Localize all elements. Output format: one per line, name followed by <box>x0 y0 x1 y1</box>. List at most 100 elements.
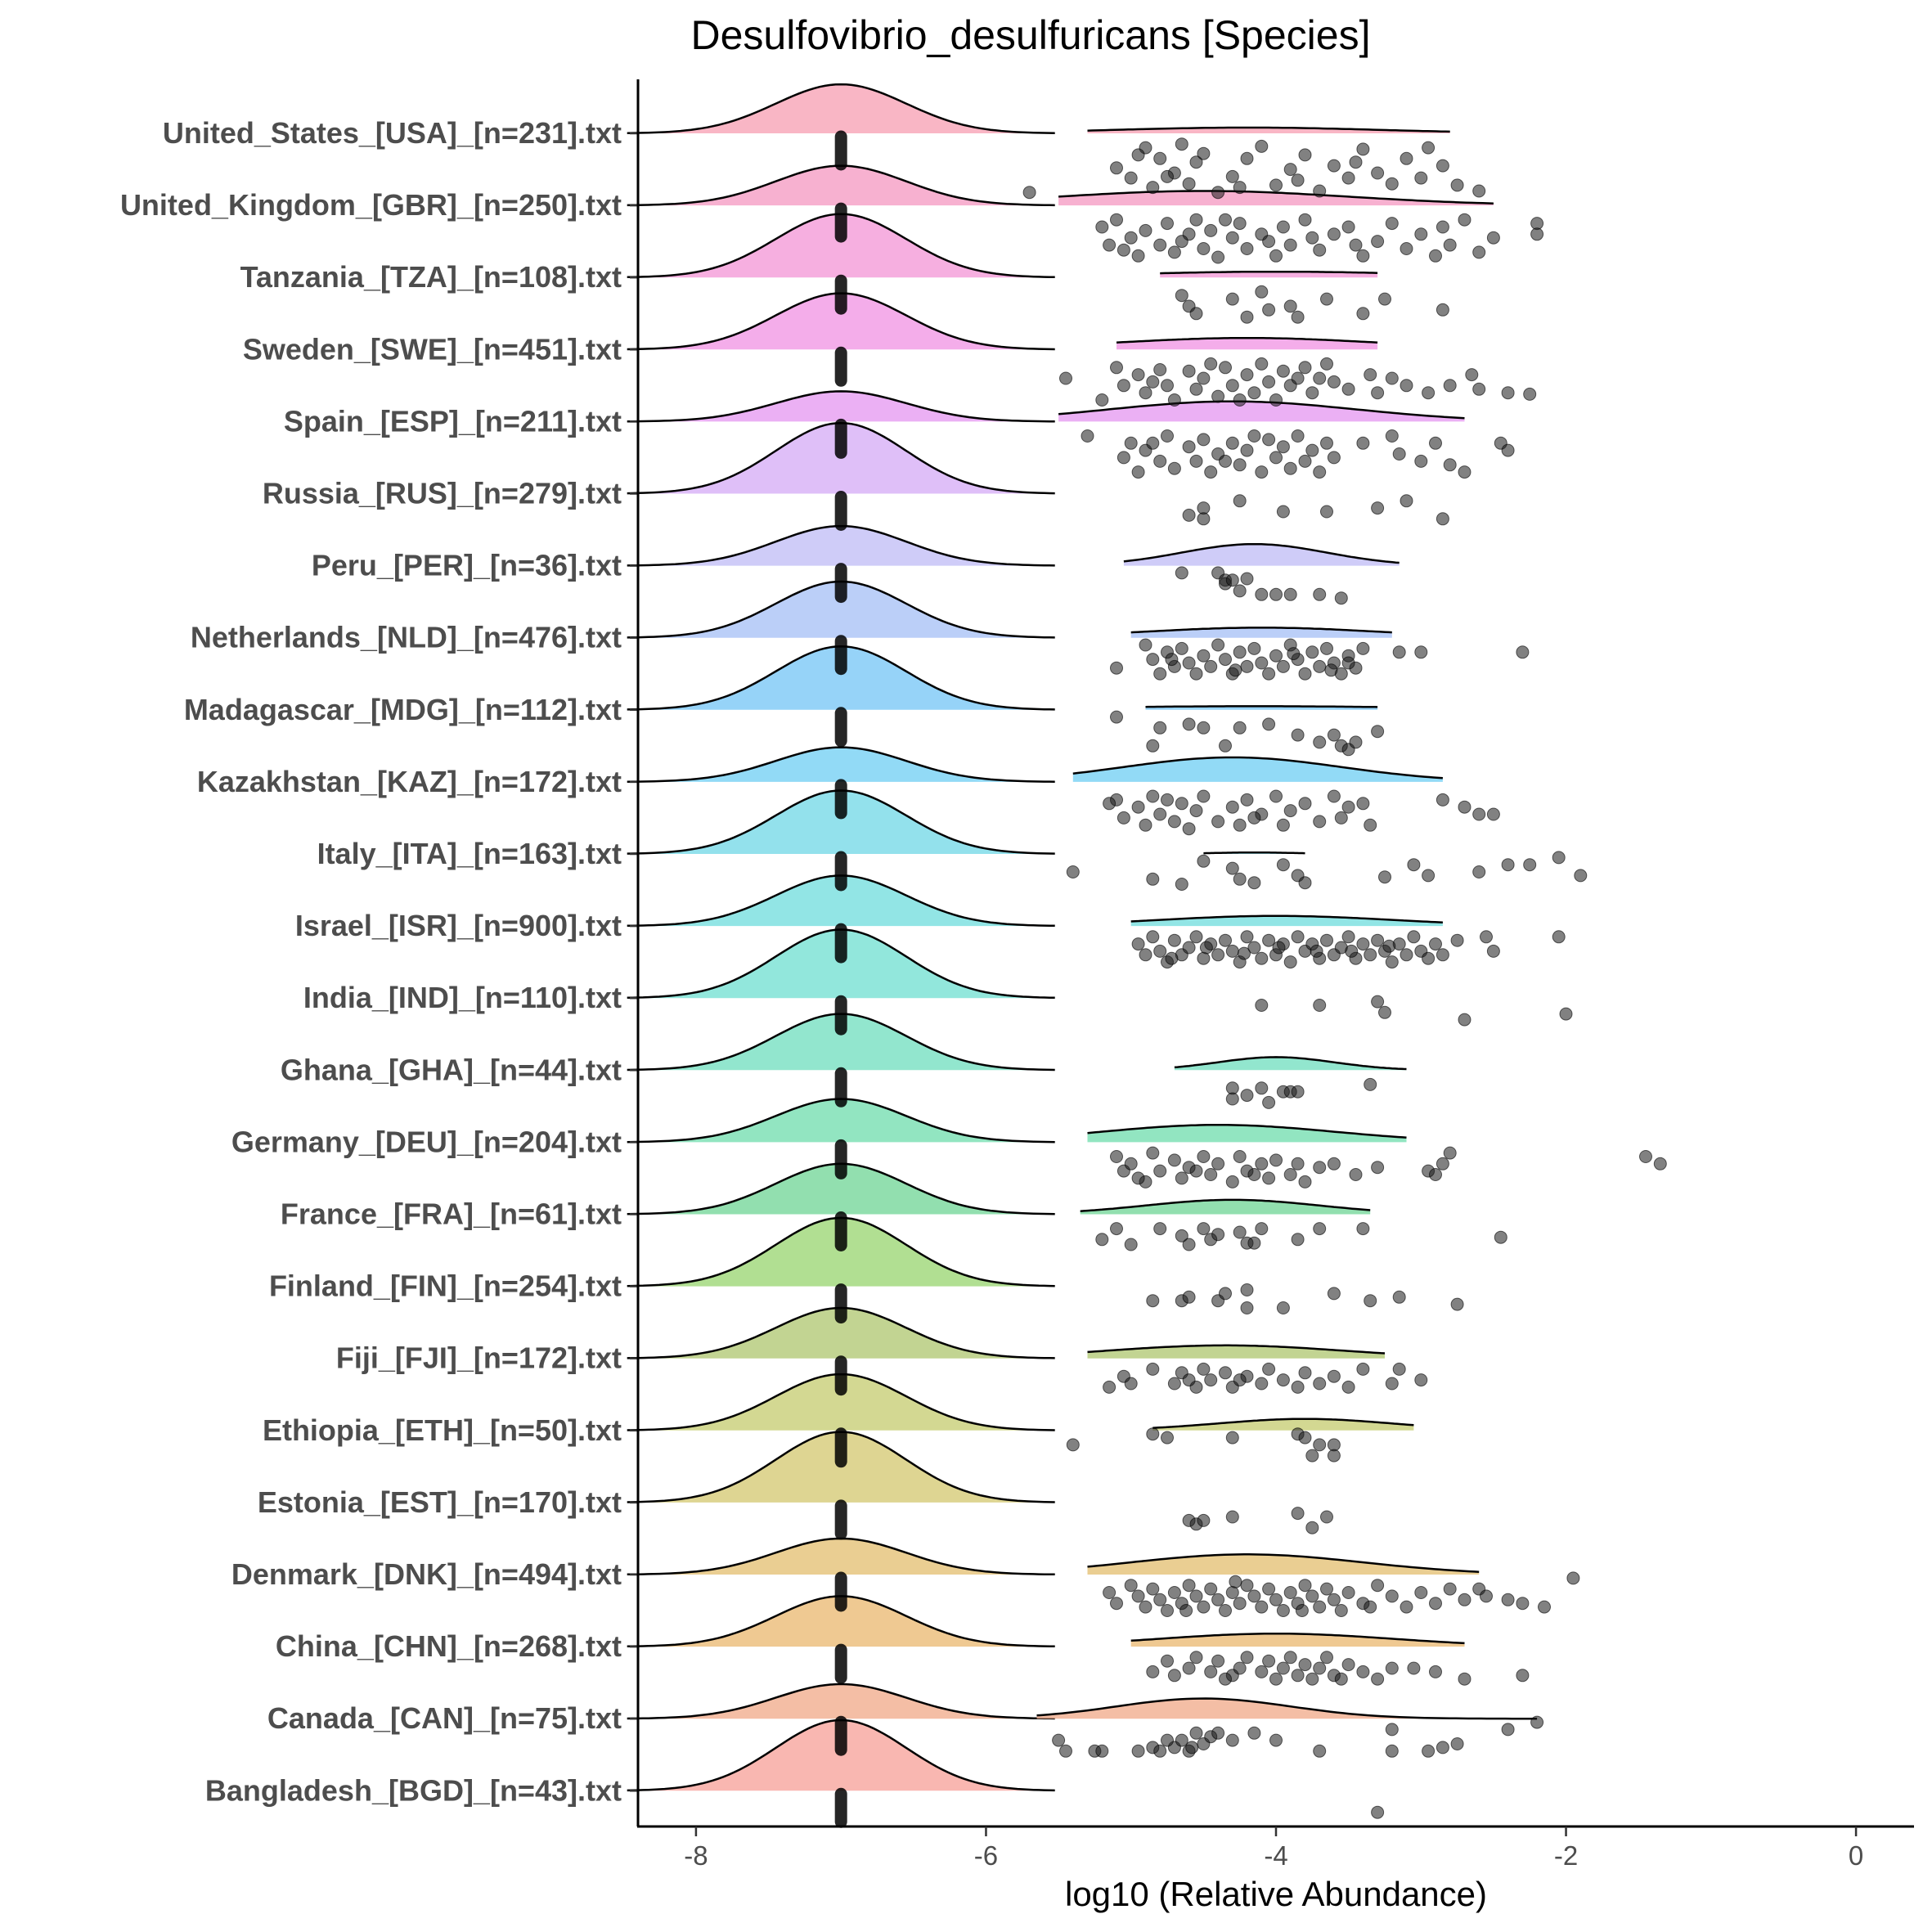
data-point <box>1287 647 1301 661</box>
data-point <box>1161 793 1174 806</box>
data-point <box>1436 1741 1449 1755</box>
abundance-density-outline <box>1145 705 1378 708</box>
data-point <box>1022 186 1036 200</box>
data-point <box>1240 793 1254 806</box>
data-point <box>1240 572 1254 586</box>
data-point <box>1233 393 1247 407</box>
data-point <box>1240 310 1254 324</box>
data-point <box>1182 822 1196 836</box>
x-tick-label: -2 <box>1554 1840 1578 1871</box>
data-point <box>1298 454 1312 468</box>
data-point <box>1262 933 1276 947</box>
data-point <box>1385 217 1399 231</box>
y-tick-label: Peru_[PER]_[n=36].txt <box>312 549 622 582</box>
data-point <box>1262 1654 1276 1668</box>
data-point <box>1182 1373 1196 1387</box>
data-point <box>1574 869 1588 883</box>
data-point <box>1182 508 1196 522</box>
data-point <box>1153 238 1167 252</box>
data-point <box>1364 1077 1377 1091</box>
data-point <box>1179 1604 1193 1617</box>
data-point <box>1283 587 1297 601</box>
abundance-density-outline <box>1036 1697 1538 1720</box>
data-point <box>1313 659 1327 673</box>
data-point <box>1197 854 1211 868</box>
data-point <box>1458 1593 1471 1606</box>
data-point <box>1211 1228 1225 1242</box>
data-point <box>1146 872 1160 886</box>
data-point <box>1305 386 1319 400</box>
data-point <box>1443 458 1457 472</box>
data-point <box>1276 659 1290 673</box>
data-point <box>1327 375 1341 389</box>
data-point <box>1175 1733 1188 1747</box>
data-point <box>1480 930 1493 944</box>
data-point <box>1523 387 1537 401</box>
data-point <box>1233 1661 1247 1675</box>
data-point <box>1298 667 1312 681</box>
data-point <box>1139 948 1152 962</box>
data-point <box>1204 465 1218 479</box>
data-point <box>1313 1744 1327 1758</box>
data-point <box>1501 1593 1515 1606</box>
data-point <box>1443 1146 1457 1160</box>
data-point <box>1262 375 1276 389</box>
abundance-density-fill <box>1087 1554 1480 1575</box>
data-point <box>1501 1723 1515 1737</box>
data-point <box>1146 181 1160 195</box>
data-point <box>1269 789 1283 803</box>
data-point <box>1516 645 1530 659</box>
data-point <box>1385 1723 1399 1737</box>
data-point <box>1211 815 1225 829</box>
data-point <box>1472 184 1486 198</box>
data-point <box>1436 948 1449 962</box>
x-axis-label: log10 (Relative Abundance) <box>1065 1875 1487 1913</box>
abundance-density-fill <box>1123 544 1400 566</box>
data-point <box>1255 1665 1269 1678</box>
data-point <box>1052 1733 1066 1747</box>
data-point <box>1291 1380 1305 1394</box>
data-point <box>1167 393 1181 407</box>
data-point <box>1480 1589 1493 1603</box>
data-point <box>1356 797 1370 811</box>
data-point <box>1356 937 1370 951</box>
abundance-density-outline <box>1087 1344 1386 1355</box>
abundance-density-fill <box>1058 401 1465 422</box>
data-point <box>1247 1236 1261 1250</box>
data-point <box>1146 789 1160 803</box>
data-point <box>1233 181 1247 195</box>
data-point <box>1219 213 1232 227</box>
data-point <box>1233 872 1247 886</box>
data-point <box>1124 1238 1138 1251</box>
data-point <box>1422 869 1436 883</box>
data-point <box>1219 653 1232 667</box>
data-point <box>1486 944 1500 958</box>
zero-density-fill <box>627 391 1055 422</box>
data-point <box>1131 249 1145 263</box>
data-point <box>1501 443 1515 457</box>
data-point <box>1219 1366 1232 1380</box>
data-point <box>1233 1373 1247 1387</box>
zero-density-fill <box>627 526 1055 566</box>
data-point <box>1341 220 1355 234</box>
data-point <box>1182 1579 1196 1593</box>
data-point <box>1219 454 1232 468</box>
data-point <box>1262 1171 1276 1185</box>
data-point <box>1385 177 1399 191</box>
data-point <box>1197 433 1211 447</box>
data-point <box>1233 458 1247 472</box>
data-point <box>1204 1582 1218 1596</box>
y-tick-label: Ghana_[GHA]_[n=44].txt <box>281 1053 622 1086</box>
data-point <box>1175 641 1188 655</box>
abundance-density-outline <box>1174 1056 1407 1071</box>
data-point <box>1153 1744 1167 1758</box>
data-point <box>1414 1373 1428 1387</box>
data-point <box>1238 946 1251 960</box>
data-point <box>1233 1597 1247 1611</box>
data-point <box>1131 465 1145 479</box>
data-point <box>1283 1168 1297 1181</box>
data-point <box>1204 1665 1218 1678</box>
data-point <box>1233 818 1247 832</box>
data-point <box>1385 371 1399 385</box>
data-point <box>1197 512 1211 526</box>
